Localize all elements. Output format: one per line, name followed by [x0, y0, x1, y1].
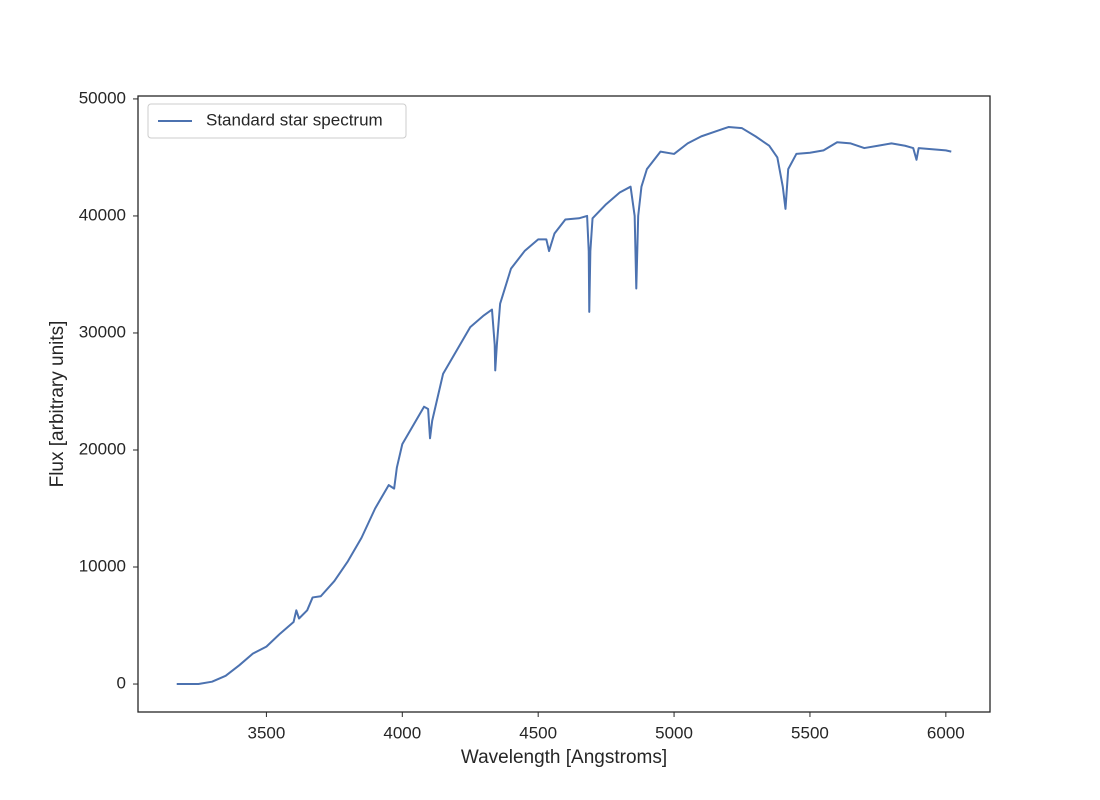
- x-tick-label: 4500: [519, 723, 557, 742]
- y-tick-label: 40000: [79, 205, 126, 224]
- y-tick-label: 50000: [79, 88, 126, 107]
- plot-frame: [137, 95, 991, 713]
- y-tick-label: 30000: [79, 322, 126, 341]
- y-axis-label: Flux [arbitrary units]: [47, 321, 68, 488]
- legend-box: [147, 103, 407, 139]
- x-tick-label: 5500: [791, 723, 829, 742]
- x-tick-label: 3500: [247, 723, 285, 742]
- x-axis-label: Wavelength [Angstroms]: [461, 747, 667, 768]
- spectrum-line: [176, 126, 952, 686]
- y-tick-label: 10000: [79, 556, 126, 575]
- x-tick-label: 5000: [655, 723, 693, 742]
- y-tick-label: 20000: [79, 439, 126, 458]
- y-tick-label: 0: [117, 674, 126, 693]
- x-tick-label: 6000: [927, 723, 965, 742]
- x-tick-label: 4000: [383, 723, 421, 742]
- legend-label: Standard star spectrum: [206, 110, 383, 129]
